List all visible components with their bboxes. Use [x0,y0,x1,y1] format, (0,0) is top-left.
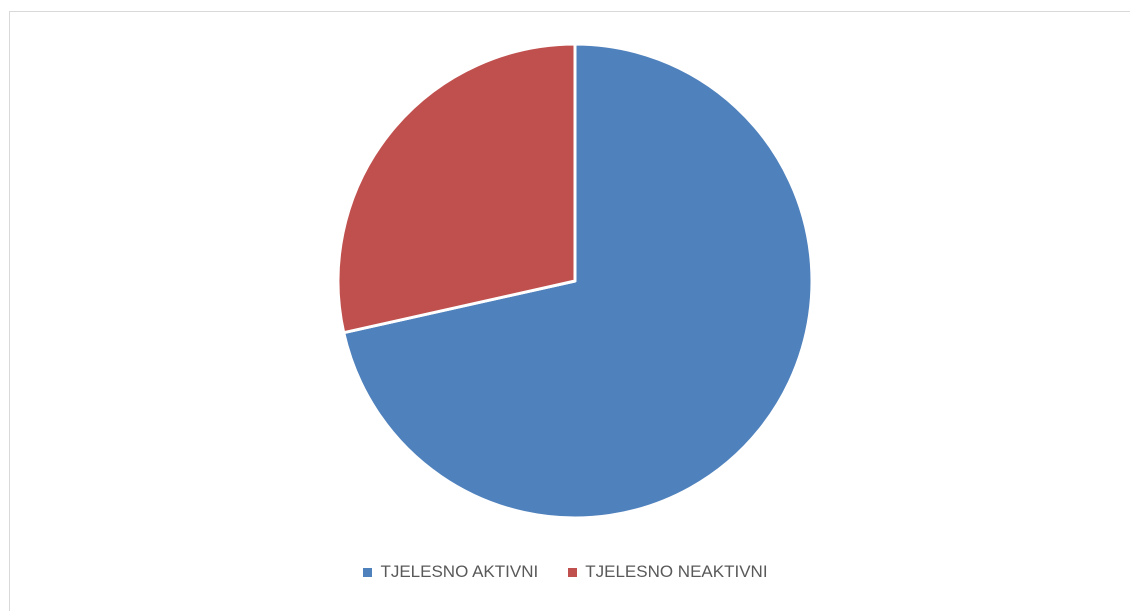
legend-item-neaktivni: TJELESNO NEAKTIVNI [568,562,768,582]
pie-slice-neaktivni [336,42,577,335]
legend-item-aktivni: TJELESNO AKTIVNI [363,562,538,582]
legend: TJELESNO AKTIVNI TJELESNO NEAKTIVNI [0,562,1131,582]
legend-label-aktivni: TJELESNO AKTIVNI [380,562,539,581]
legend-swatch-aktivni [363,567,373,577]
legend-swatch-neaktivni [568,567,578,577]
pie-slice-aktivni [342,42,814,520]
legend-label-neaktivni: TJELESNO NEAKTIVNI [585,562,768,581]
